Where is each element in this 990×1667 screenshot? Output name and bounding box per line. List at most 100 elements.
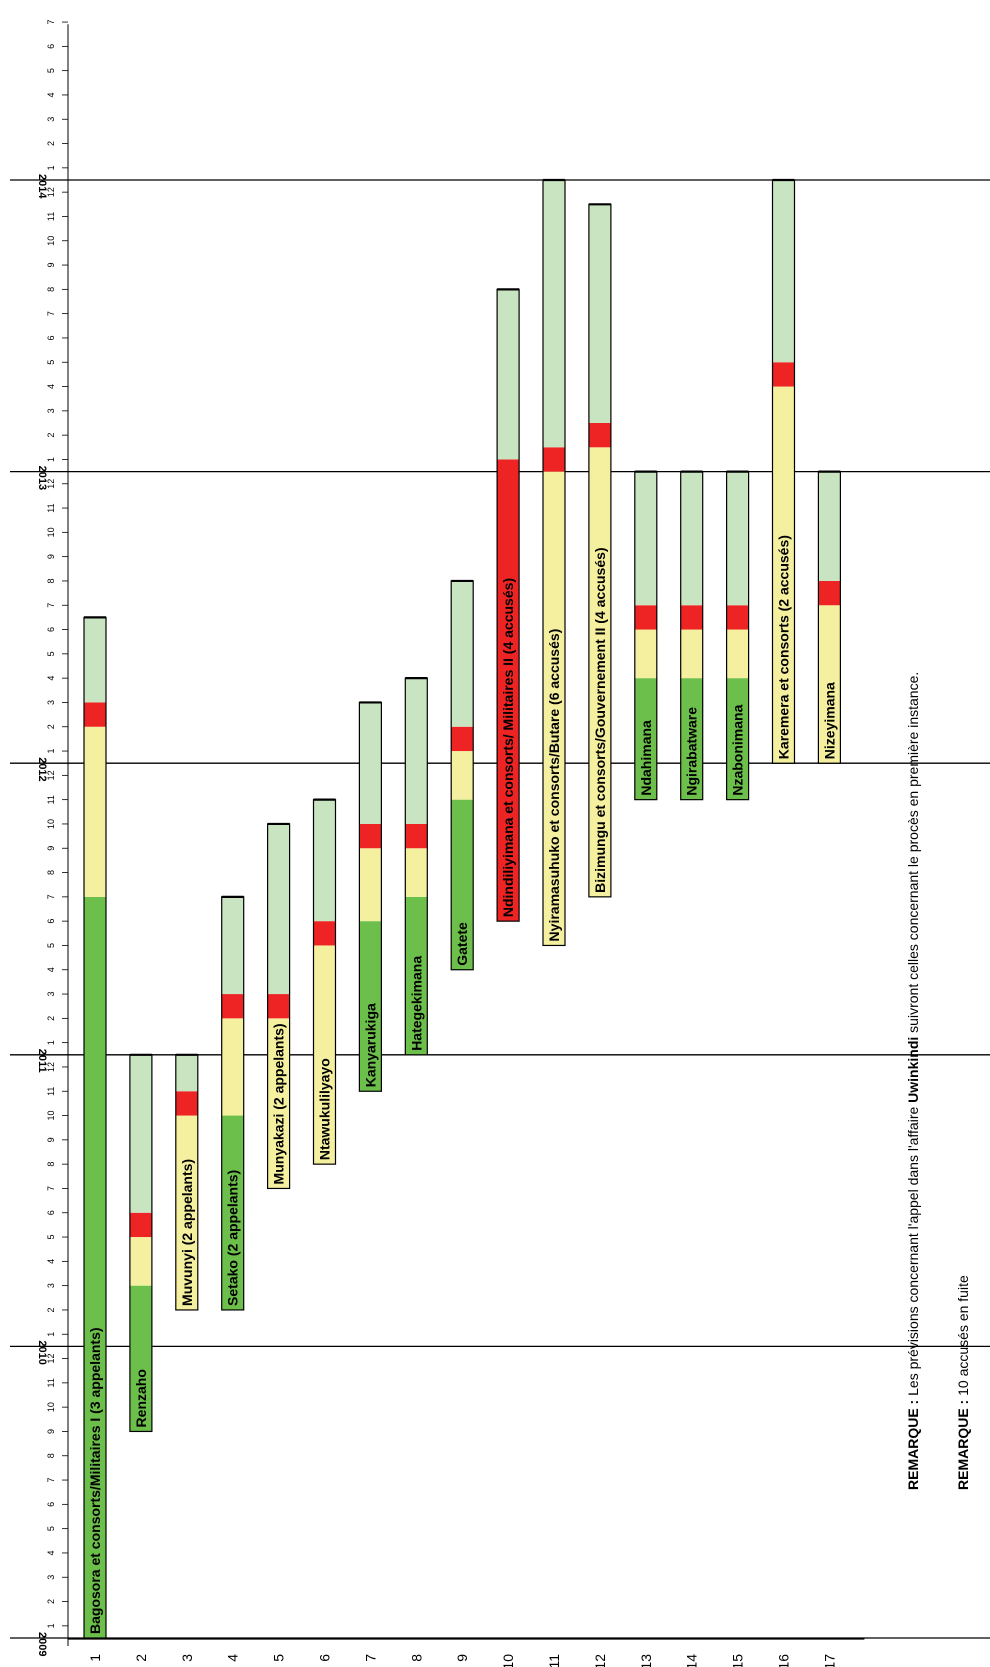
category-label: 9 xyxy=(454,1654,470,1662)
phase-3-segment xyxy=(221,994,244,1019)
phase-1-segment xyxy=(405,896,428,1055)
time-axis: 2009123456789101112201012345678910111220… xyxy=(36,0,69,1656)
phase-4-segment xyxy=(267,823,290,995)
phase-3-segment xyxy=(313,921,336,946)
phase-2-segment xyxy=(175,1115,198,1310)
month-tick-label: 6 xyxy=(46,627,56,632)
month-tick-label: 2 xyxy=(46,433,56,438)
category-label: 4 xyxy=(225,1654,241,1662)
month-tick-label: 1 xyxy=(46,1623,56,1628)
month-tick-label: 4 xyxy=(46,967,56,972)
case-bar: Ngirabatware xyxy=(680,470,704,801)
note-2: REMARQUE : 10 accusés en fuite xyxy=(955,1275,971,1490)
month-tick-label: 3 xyxy=(46,1283,56,1288)
phase-2-segment xyxy=(84,726,106,897)
month-tick-label: 11 xyxy=(46,1378,56,1387)
case-bar: Bagosora et consorts/Militaires I (3 app… xyxy=(83,616,107,1639)
year-label: 2013 xyxy=(36,466,48,490)
case-bar: Ntawukulilyayo xyxy=(312,798,337,1165)
phase-2-segment xyxy=(451,751,474,800)
month-tick-label: 8 xyxy=(46,1453,56,1458)
bar-label: Ndindiliyimana et consorts/ Militaires I… xyxy=(500,578,516,917)
phase-4-segment xyxy=(313,799,336,922)
month-tick-label: 3 xyxy=(46,117,56,122)
phase-2-segment xyxy=(267,1018,290,1189)
phase-3-segment xyxy=(818,580,841,606)
month-tick-label: 12 xyxy=(46,1354,56,1364)
phase-1-segment xyxy=(359,921,382,1092)
month-tick-label: 1 xyxy=(46,749,56,754)
case-bar: Hategekimana xyxy=(404,677,428,1056)
phase-4-segment xyxy=(221,896,244,995)
note-1-prefix: REMARQUE : xyxy=(905,1396,921,1490)
category-label: 17 xyxy=(821,1654,837,1667)
category-label: 14 xyxy=(684,1654,700,1667)
month-tick-label: 11 xyxy=(46,795,56,804)
month-tick-label: 4 xyxy=(46,384,56,389)
month-tick-label: 7 xyxy=(46,20,56,25)
phase-4-segment xyxy=(451,580,474,727)
month-tick-label: 8 xyxy=(46,870,56,875)
month-tick-label: 6 xyxy=(46,335,56,340)
month-tick-label: 6 xyxy=(46,1210,56,1215)
year-label: 2009 xyxy=(36,1632,48,1656)
year-label: 2011 xyxy=(36,1049,48,1073)
case-bar: Gatete xyxy=(450,579,474,971)
phase-4-segment xyxy=(588,204,611,423)
month-tick-label: 5 xyxy=(46,68,56,73)
phase-3-segment xyxy=(267,994,290,1019)
month-tick-label: 7 xyxy=(46,311,56,316)
phase-3-segment xyxy=(405,823,428,849)
month-tick-label: 5 xyxy=(46,360,56,365)
phase-4-segment xyxy=(405,678,428,824)
phase-3-segment xyxy=(634,605,657,630)
phase-1-segment xyxy=(726,678,749,800)
bar-label: Nzabonimana xyxy=(730,704,746,795)
category-label: 12 xyxy=(592,1654,608,1667)
phase-3-segment xyxy=(680,605,703,630)
bar-label: Ngirabatware xyxy=(684,707,700,796)
case-bar: Ndindiliyimana et consorts/ Militaires I… xyxy=(496,288,520,922)
case-bar: Nizeyimana xyxy=(817,470,842,764)
case-bar: Munyakazi (2 appelants) xyxy=(267,822,291,1190)
phase-3-segment xyxy=(497,459,520,922)
phase-2-segment xyxy=(634,629,657,679)
phase-2-segment xyxy=(313,945,336,1165)
note-1: REMARQUE : Les prévisions concernant l'a… xyxy=(905,672,921,1490)
phase-1-segment xyxy=(129,1285,152,1432)
bar-label: Nizeyimana xyxy=(821,682,837,759)
bar-label: Bizimungu et consorts/Gouvernement II (4… xyxy=(592,547,608,892)
phase-3-segment xyxy=(726,605,749,630)
month-tick-label: 8 xyxy=(46,578,56,583)
case-bar: Ndahimana xyxy=(634,470,658,801)
month-tick-label: 12 xyxy=(46,1062,56,1072)
phase-1-segment xyxy=(451,799,474,970)
bar-label: Munyakazi (2 appelants) xyxy=(271,1023,287,1184)
phase-3-segment xyxy=(129,1212,152,1238)
bar-label: Hategekimana xyxy=(408,956,424,1051)
month-tick-label: 3 xyxy=(46,992,56,997)
case-bar: Karemera et consorts (2 accusés) xyxy=(771,178,796,764)
phase-4-segment xyxy=(543,180,565,448)
year-label: 2012 xyxy=(36,757,48,781)
month-tick-label: 6 xyxy=(46,44,56,49)
bar-label: Kanyarukiga xyxy=(362,1003,378,1087)
month-tick-label: 10 xyxy=(46,819,56,829)
bar-label: Gatete xyxy=(454,922,470,966)
phase-3-segment xyxy=(359,823,382,849)
category-label: 16 xyxy=(776,1654,792,1667)
phase-4-segment xyxy=(818,471,841,581)
month-tick-label: 8 xyxy=(46,1162,56,1167)
case-bar: Nyiramasuhuko et consorts/Butare (6 accu… xyxy=(542,178,566,947)
case-bar: Nzabonimana xyxy=(725,470,750,801)
month-tick-label: 7 xyxy=(46,603,56,608)
phase-1-segment xyxy=(680,678,703,800)
case-bar: Kanyarukiga xyxy=(358,701,382,1092)
phase-4-segment xyxy=(84,617,106,703)
category-label: 6 xyxy=(317,1654,333,1662)
month-tick-label: 10 xyxy=(46,236,56,246)
category-label: 5 xyxy=(271,1654,287,1662)
month-tick-label: 9 xyxy=(46,263,56,268)
month-tick-label: 5 xyxy=(46,943,56,948)
